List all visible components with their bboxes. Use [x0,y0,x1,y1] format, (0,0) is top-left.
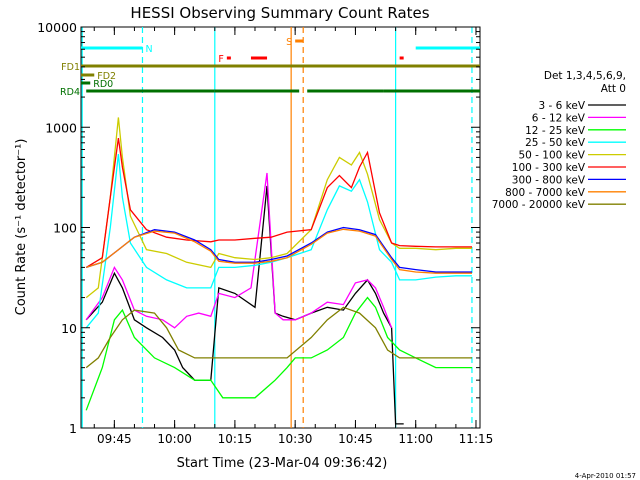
flag-label-rd4: RD4 [60,87,80,98]
x-axis-label: Start Time (23-Mar-04 09:36:42) [177,456,388,471]
legend-label: 6 - 12 keV [532,112,586,124]
x-tick-label: 10:45 [338,432,373,446]
series-lines [85,117,472,425]
series-line-8 [85,306,472,369]
y-tick-label: 10 [61,321,77,336]
legend-label: 12 - 25 keV [525,125,586,137]
series-line-0 [85,185,404,425]
series-line-5 [85,138,472,268]
series-line-1 [85,172,393,329]
legend-label: 50 - 100 keV [518,150,585,162]
legend-label: 800 - 7000 keV [505,187,586,199]
series-line-4 [85,117,472,299]
flag-label-s: S [286,37,292,48]
legend-title-line-1: Det 1,3,4,5,6,9, [544,70,626,82]
flag-label-fd1: FD1 [61,62,80,73]
legend-label: 7000 - 20000 keV [492,199,586,211]
x-tick-label: 11:15 [459,432,494,446]
y-tick-label: 10000 [37,20,77,35]
legend-title-line-2: Att 0 [601,83,626,95]
y-axis-label: Count Rate (s⁻¹ detector⁻¹) [14,139,29,316]
flag-label-f: F [218,54,223,65]
legend-label: 25 - 50 keV [525,137,586,149]
series-line-3 [85,154,472,329]
x-tick-label: 10:30 [278,432,313,446]
x-tick-label: 10:00 [157,432,192,446]
series-line-6 [86,226,472,273]
vertical-markers [81,27,473,428]
chart-title: HESSI Observing Summary Count Rates [130,4,429,22]
axes: 09:45 10:00 10:15 10:30 10:45 11:00 11:15 1 10 10… [37,20,493,446]
legend-label: 100 - 300 keV [512,162,586,174]
y-tick-label: 1 [69,421,77,436]
x-tick-label: 11:00 [398,432,433,446]
plot-frame [80,26,481,429]
legend-label: 3 - 6 keV [538,100,585,112]
footer-date: 4-Apr-2010 01:57 [575,472,636,480]
series-line-7 [86,228,472,274]
plot-border [80,26,481,429]
x-tick-label: 09:45 [97,432,132,446]
series-line-2 [85,296,472,411]
legend-label: 300 - 800 keV [512,174,586,186]
flag-label-n: N [145,44,152,55]
y-tick-label: 100 [53,221,77,236]
flag-label-rd0: RD0 [93,79,113,90]
y-tick-label: 1000 [45,120,77,135]
x-tick-label: 10:15 [218,432,253,446]
flag-label-fd2: FD2 [97,71,116,82]
